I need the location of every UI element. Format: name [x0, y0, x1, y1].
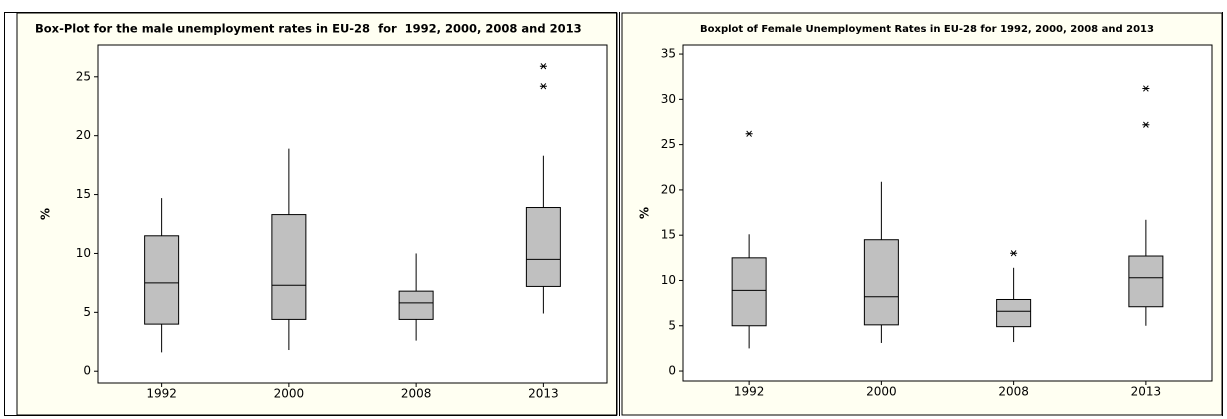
outlier [1142, 121, 1150, 128]
x-tick-label: 2013 [1131, 385, 1162, 399]
y-tick-label: 15 [76, 187, 91, 201]
outlier [745, 130, 753, 137]
x-tick-label: 2008 [998, 385, 1029, 399]
box [863, 239, 899, 326]
box [525, 207, 561, 287]
y-tick-label: 5 [83, 305, 91, 319]
chart: Box-Plot for the male unemployment rates… [16, 12, 618, 416]
x-tick-label: 1992 [734, 385, 765, 399]
y-tick-label: 15 [661, 228, 676, 242]
y-tick-label: 20 [76, 128, 91, 142]
y-tick-label: 20 [661, 182, 676, 196]
x-tick-label: 2000 [866, 385, 897, 399]
y-tick-label: 10 [76, 246, 91, 260]
box [996, 298, 1032, 328]
y-tick-label: 0 [83, 364, 91, 378]
x-tick-label: 2000 [274, 387, 305, 401]
y-tick-label: 35 [661, 47, 676, 61]
chart-title: Box-Plot for the male unemployment rates… [35, 22, 582, 36]
x-tick-label: 1992 [146, 387, 177, 401]
outlier [1010, 250, 1018, 257]
y-tick-label: 5 [668, 318, 676, 332]
y-tick-label: 0 [668, 364, 676, 378]
box [398, 290, 434, 320]
outlier [539, 63, 547, 70]
table-frame [4, 12, 617, 416]
y-tick-label: 30 [661, 92, 676, 106]
plot-area [97, 44, 608, 384]
chart-title: Boxplot of Female Unemployment Rates in … [700, 24, 1154, 35]
box [731, 257, 767, 327]
box [144, 235, 180, 325]
y-axis-label: % [638, 207, 652, 219]
chart: Boxplot of Female Unemployment Rates in … [621, 12, 1223, 416]
x-tick-label: 2008 [401, 387, 432, 401]
y-tick-label: 25 [76, 69, 91, 83]
box [271, 214, 307, 320]
outlier [539, 83, 547, 90]
y-tick-label: 10 [661, 273, 676, 287]
y-tick-label: 25 [661, 137, 676, 151]
plot-area [682, 44, 1213, 382]
y-axis-label: % [39, 208, 53, 220]
x-tick-label: 2013 [528, 387, 559, 401]
outlier [1142, 85, 1150, 92]
box [1128, 255, 1164, 308]
